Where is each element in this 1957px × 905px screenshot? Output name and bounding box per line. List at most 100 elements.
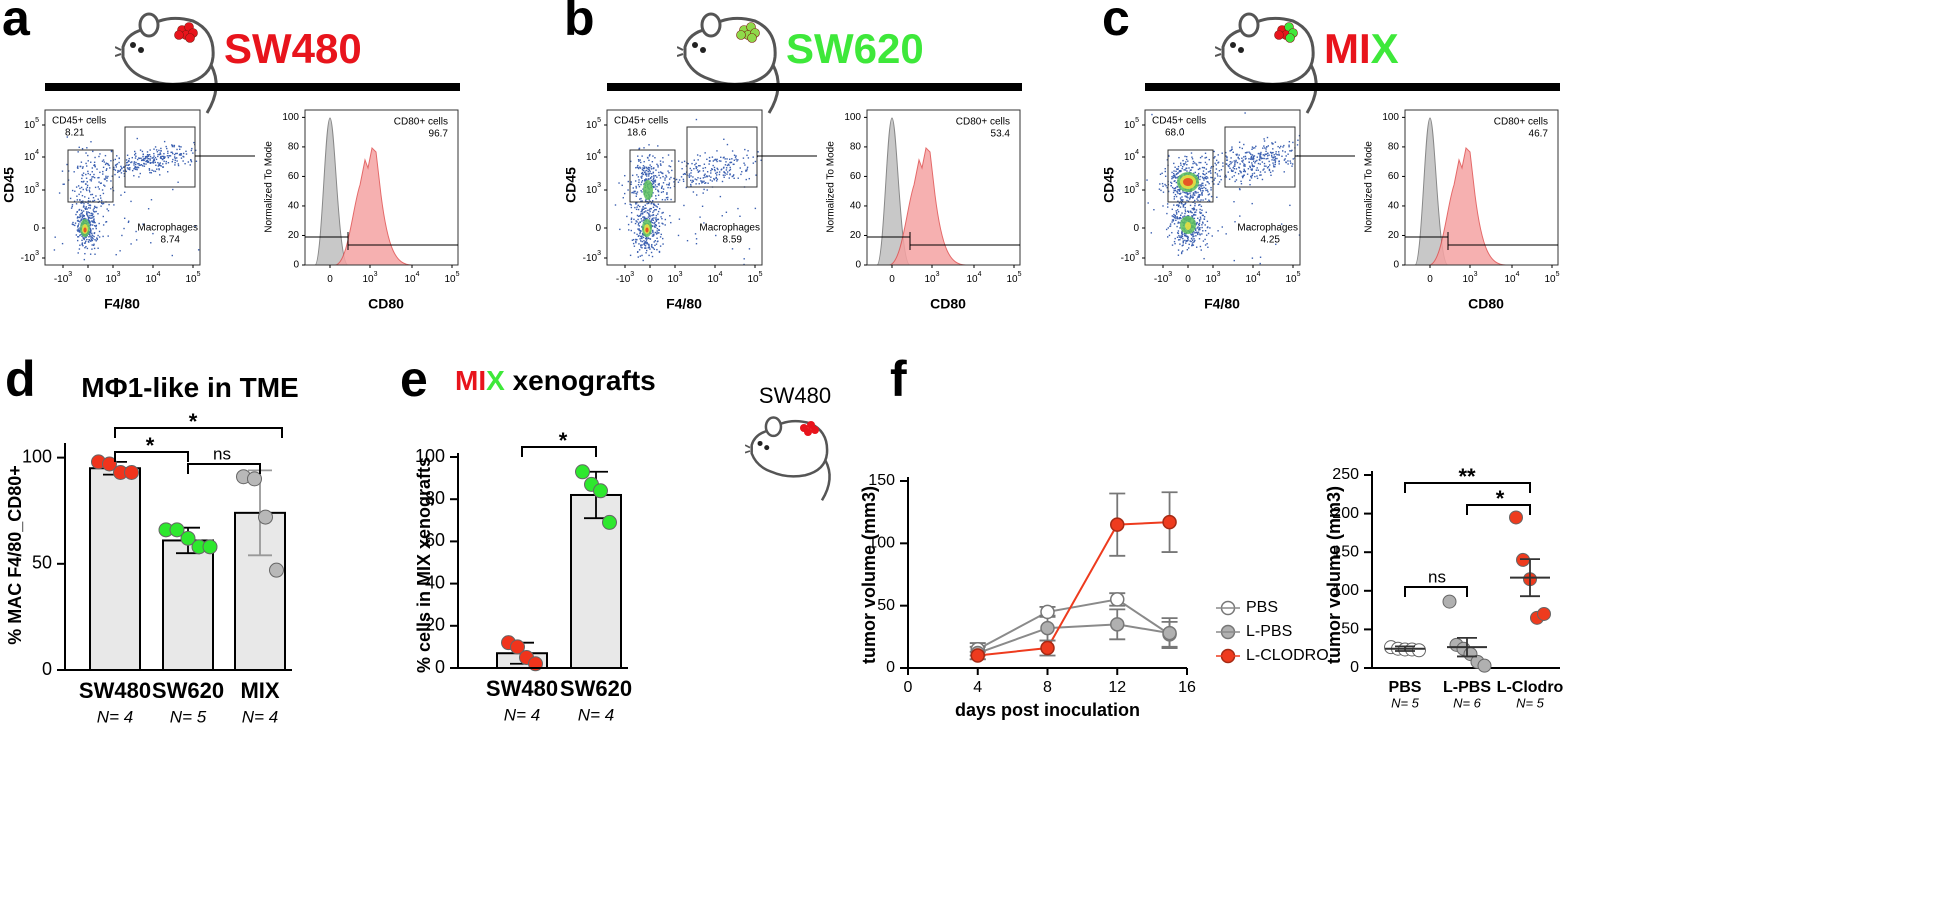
- event-dot: [698, 170, 701, 172]
- event-dot: [1177, 172, 1179, 174]
- event-dot: [630, 229, 632, 232]
- series-line: [977, 598, 1171, 651]
- tick-label: 105: [24, 117, 39, 131]
- event-dot: [1187, 200, 1190, 202]
- event-dot: [177, 181, 179, 183]
- tick-exponent: 3: [68, 271, 72, 278]
- tick-base: 10: [1245, 274, 1257, 285]
- event-dot: [631, 174, 634, 177]
- event-dot: [79, 221, 81, 223]
- event-dot: [99, 182, 102, 185]
- event-dot: [163, 156, 165, 159]
- event-dot: [687, 162, 689, 165]
- event-dot: [85, 211, 88, 213]
- event-dot: [639, 214, 642, 216]
- event-dot: [97, 198, 99, 200]
- event-dot: [134, 165, 136, 168]
- gate-value: 18.6: [627, 128, 647, 139]
- event-dot: [138, 157, 140, 159]
- event-dot: [75, 186, 78, 188]
- event-dot: [713, 177, 715, 180]
- tick-exponent: 5: [759, 271, 763, 278]
- event-dot: [643, 217, 645, 220]
- event-dot: [641, 168, 644, 171]
- event-dot: [633, 218, 635, 221]
- event-dot: [162, 166, 164, 168]
- event-dot: [82, 174, 84, 177]
- event-dot: [1263, 168, 1265, 170]
- event-dot: [653, 217, 655, 219]
- event-dot: [116, 155, 118, 157]
- event-dot: [135, 239, 138, 241]
- event-dot: [714, 169, 716, 172]
- event-dot: [669, 165, 672, 168]
- event-dot: [1186, 192, 1189, 195]
- data-point: [1537, 606, 1551, 621]
- event-dot: [1287, 163, 1289, 165]
- event-dot: [1178, 156, 1180, 159]
- gate-name: Macrophages: [1237, 223, 1298, 234]
- event-dot: [654, 244, 656, 247]
- event-dot: [141, 150, 144, 153]
- event-dot: [100, 199, 103, 202]
- x-axis-label: CD80: [368, 296, 404, 312]
- event-dot: [114, 164, 117, 166]
- event-dot: [1176, 236, 1179, 239]
- event-dot: [641, 237, 643, 240]
- event-dot: [673, 181, 675, 183]
- event-dot: [1197, 174, 1199, 177]
- event-dot: [115, 166, 118, 168]
- event-dot: [1209, 169, 1212, 172]
- event-dot: [85, 207, 87, 210]
- event-dot: [1193, 230, 1195, 233]
- event-dot: [105, 162, 108, 164]
- event-dot: [1177, 204, 1179, 206]
- event-dot: [1192, 160, 1195, 163]
- event-dot: [1272, 170, 1274, 172]
- data-point: [1110, 517, 1125, 532]
- event-dot: [1203, 186, 1205, 189]
- event-dot: [1194, 162, 1196, 164]
- event-dot: [644, 179, 646, 181]
- event-dot: [1173, 176, 1175, 178]
- data-point: [1477, 658, 1492, 673]
- event-dot: [642, 208, 645, 211]
- event-dot: [649, 172, 651, 175]
- tick-base: 0: [647, 274, 653, 285]
- event-dot: [639, 232, 641, 235]
- event-dot: [1258, 158, 1261, 161]
- event-dot: [1214, 162, 1216, 165]
- event-dot: [652, 211, 654, 214]
- event-dot: [646, 212, 649, 214]
- event-dot: [82, 188, 84, 191]
- tick-label: 104: [586, 149, 601, 163]
- event-dot: [636, 202, 638, 204]
- event-dot: [1187, 215, 1190, 217]
- event-dot: [1283, 171, 1285, 173]
- event-dot: [89, 253, 92, 255]
- event-dot: [1199, 212, 1202, 214]
- event-dot: [97, 247, 99, 249]
- y-tick-label: 100: [415, 446, 445, 466]
- event-dot: [115, 164, 118, 166]
- event-dot: [94, 253, 96, 255]
- event-dot: [1288, 144, 1290, 146]
- event-dot: [147, 157, 150, 160]
- event-dot: [635, 241, 637, 244]
- x-axis-label: CD80: [930, 296, 966, 312]
- event-dot: [134, 167, 136, 169]
- event-dot: [1182, 241, 1184, 243]
- event-dot: [657, 145, 659, 147]
- event-dot: [1253, 160, 1255, 162]
- event-dot: [127, 164, 130, 166]
- event-dot: [133, 164, 135, 166]
- event-dot: [84, 237, 86, 239]
- event-dot: [165, 162, 167, 165]
- event-dot: [1164, 170, 1166, 173]
- event-dot: [88, 197, 90, 200]
- event-dot: [1236, 161, 1239, 164]
- event-dot: [704, 182, 706, 184]
- event-dot: [77, 185, 80, 187]
- event-dot: [172, 158, 174, 161]
- event-dot: [651, 243, 653, 246]
